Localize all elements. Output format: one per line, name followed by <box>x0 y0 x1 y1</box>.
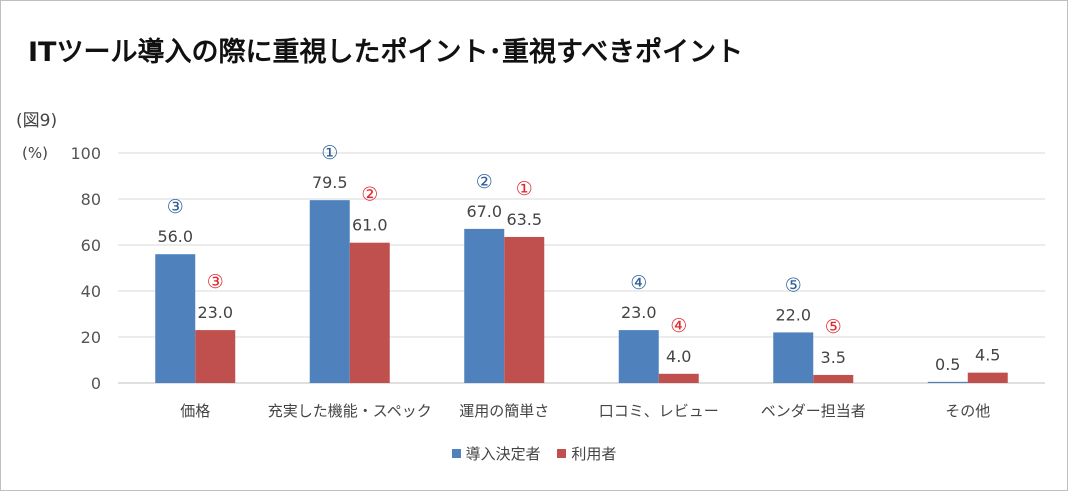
chart-title: ITツール導入の際に重視したポイント･重視すべきポイント <box>28 37 744 68</box>
x-tick-label: 運用の簡単さ <box>459 402 549 420</box>
rank-marker: ② <box>476 171 493 193</box>
data-label: 63.5 <box>506 210 542 229</box>
x-tick-label: 価格 <box>180 402 210 420</box>
bar-2 <box>813 374 854 383</box>
data-label: 4.0 <box>666 347 691 366</box>
legend-item-series1: 導入決定者 <box>451 443 541 464</box>
bar-2 <box>658 373 699 383</box>
x-tick-label: 口コミ、レビュー <box>599 402 719 420</box>
bar-1 <box>309 200 350 383</box>
bar-1 <box>464 228 505 383</box>
data-label: 3.5 <box>821 348 846 367</box>
bar-1 <box>773 332 814 383</box>
data-label: 56.0 <box>157 227 193 246</box>
data-label: 79.5 <box>312 173 348 192</box>
data-label: 23.0 <box>621 303 657 322</box>
y-tick-label: 40 <box>81 282 101 301</box>
rank-marker: ① <box>516 178 533 200</box>
rank-marker: ⑤ <box>825 316 842 338</box>
data-label: 22.0 <box>775 305 811 324</box>
rank-marker: ③ <box>167 196 184 218</box>
x-tick-label: 充実した機能・スペック <box>268 402 432 420</box>
rank-marker: ④ <box>630 272 647 294</box>
rank-marker: ③ <box>207 271 224 293</box>
rank-marker: ② <box>361 184 378 206</box>
legend-label-series2: 利用者 <box>571 445 617 463</box>
y-tick-label: 60 <box>81 236 101 255</box>
legend-item-series2: 利用者 <box>557 443 616 464</box>
data-label: 23.0 <box>197 303 233 322</box>
data-label: 4.5 <box>975 346 1000 365</box>
rank-marker: ① <box>321 142 338 164</box>
unit-label: (%) <box>22 144 48 162</box>
bar-1 <box>927 381 968 383</box>
data-label: 67.0 <box>466 202 502 221</box>
legend: 導入決定者 利用者 <box>0 443 1068 464</box>
y-tick-label: 0 <box>91 374 101 393</box>
bar-2 <box>967 372 1008 383</box>
bar-2 <box>504 236 545 383</box>
bar-1 <box>618 330 659 383</box>
y-tick-label: 100 <box>70 144 101 163</box>
legend-swatch-series1 <box>451 449 461 458</box>
data-label: 61.0 <box>352 216 388 235</box>
bar-2 <box>195 330 236 383</box>
figure-label: (図9) <box>16 111 58 131</box>
rank-marker: ⑤ <box>785 274 802 296</box>
bar-1 <box>155 254 196 383</box>
y-tick-label: 80 <box>81 190 101 209</box>
x-tick-label: その他 <box>945 402 990 420</box>
legend-swatch-series2 <box>557 449 567 458</box>
rank-marker: ④ <box>670 315 687 337</box>
bar-2 <box>349 242 390 383</box>
data-label: 0.5 <box>935 355 960 374</box>
legend-label-series1: 導入決定者 <box>465 445 541 463</box>
y-tick-label: 20 <box>81 328 101 347</box>
x-tick-label: ベンダー担当者 <box>761 402 866 420</box>
